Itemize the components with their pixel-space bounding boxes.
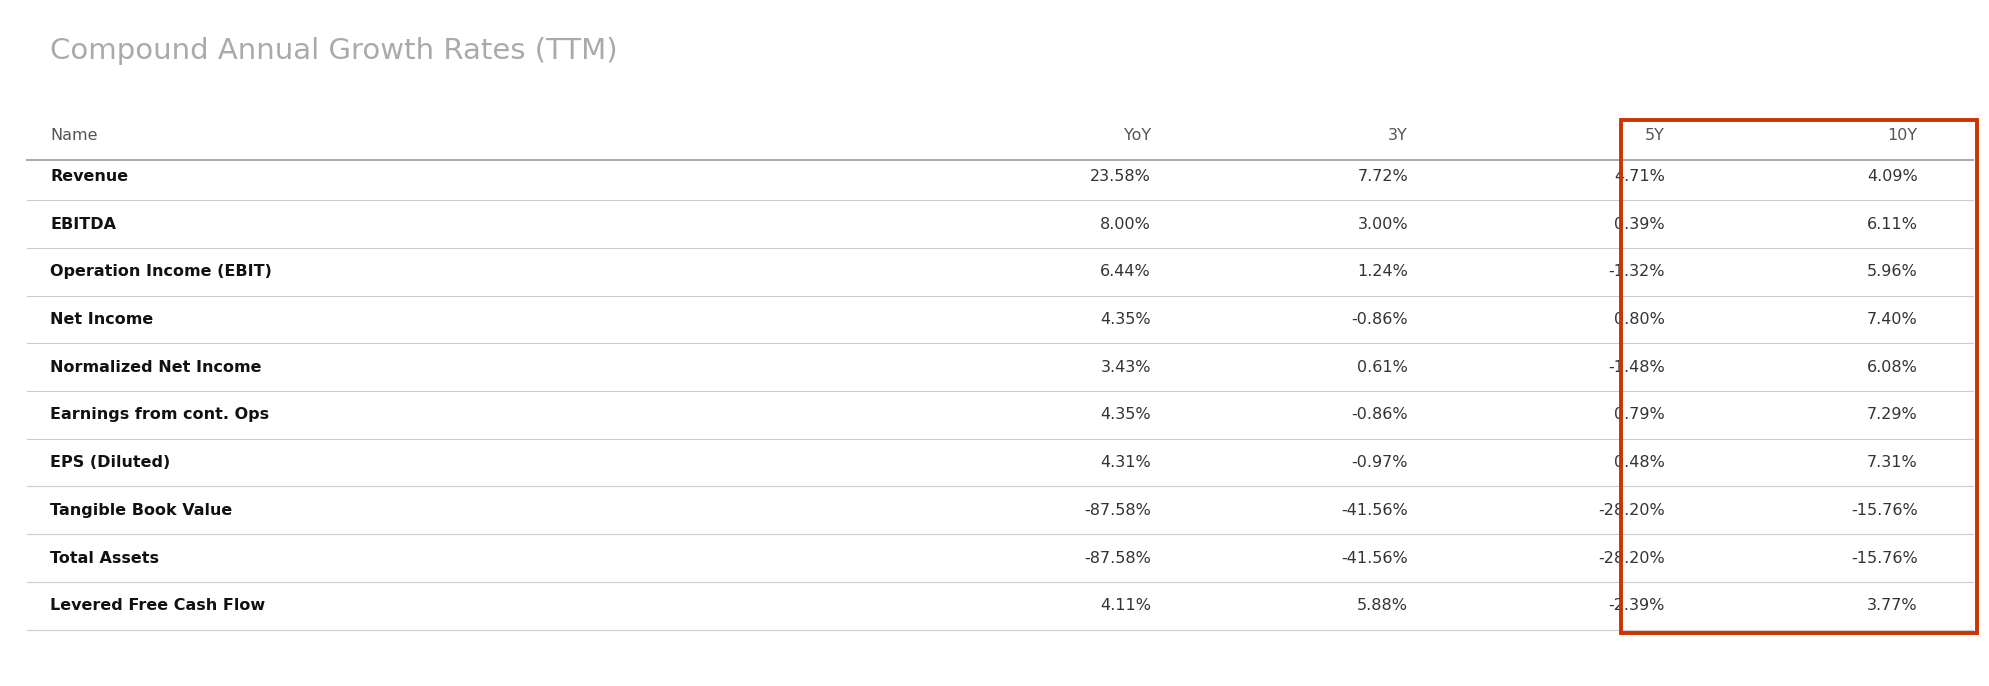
Text: 0.39%: 0.39% [1613, 217, 1665, 232]
Text: -15.76%: -15.76% [1850, 551, 1917, 565]
Text: 5Y: 5Y [1645, 128, 1665, 143]
Text: 6.08%: 6.08% [1866, 359, 1917, 375]
Text: 0.61%: 0.61% [1356, 359, 1408, 375]
Text: Revenue: Revenue [50, 169, 129, 184]
Text: 6.11%: 6.11% [1866, 217, 1917, 232]
Text: 0.79%: 0.79% [1613, 407, 1665, 423]
Text: Net Income: Net Income [50, 312, 153, 327]
Text: -28.20%: -28.20% [1597, 551, 1665, 565]
Text: 4.35%: 4.35% [1100, 312, 1150, 327]
Text: -0.86%: -0.86% [1351, 312, 1408, 327]
Text: YoY: YoY [1124, 128, 1150, 143]
Text: 7.40%: 7.40% [1866, 312, 1917, 327]
Text: 0.80%: 0.80% [1613, 312, 1665, 327]
Text: Total Assets: Total Assets [50, 551, 159, 565]
Text: -28.20%: -28.20% [1597, 503, 1665, 518]
Text: 7.31%: 7.31% [1866, 455, 1917, 470]
Text: 3.43%: 3.43% [1100, 359, 1150, 375]
Text: 10Y: 10Y [1888, 128, 1917, 143]
Text: 8.00%: 8.00% [1100, 217, 1150, 232]
Text: -87.58%: -87.58% [1084, 551, 1150, 565]
Text: -41.56%: -41.56% [1341, 503, 1408, 518]
Text: -0.86%: -0.86% [1351, 407, 1408, 423]
Text: Compound Annual Growth Rates (TTM): Compound Annual Growth Rates (TTM) [50, 37, 619, 65]
Text: -41.56%: -41.56% [1341, 551, 1408, 565]
Text: 23.58%: 23.58% [1090, 169, 1150, 184]
Text: -87.58%: -87.58% [1084, 503, 1150, 518]
Text: Name: Name [50, 128, 97, 143]
Text: -1.32%: -1.32% [1607, 264, 1665, 279]
Text: 7.72%: 7.72% [1356, 169, 1408, 184]
Text: -0.97%: -0.97% [1351, 455, 1408, 470]
Text: -15.76%: -15.76% [1850, 503, 1917, 518]
Text: 3.77%: 3.77% [1866, 598, 1917, 613]
Text: Levered Free Cash Flow: Levered Free Cash Flow [50, 598, 265, 613]
Text: EPS (Diluted): EPS (Diluted) [50, 455, 171, 470]
Text: 7.29%: 7.29% [1866, 407, 1917, 423]
Text: -1.48%: -1.48% [1607, 359, 1665, 375]
Text: Tangible Book Value: Tangible Book Value [50, 503, 233, 518]
Text: -2.39%: -2.39% [1607, 598, 1665, 613]
Text: Earnings from cont. Ops: Earnings from cont. Ops [50, 407, 269, 423]
Text: 3Y: 3Y [1388, 128, 1408, 143]
Text: 4.31%: 4.31% [1100, 455, 1150, 470]
Text: EBITDA: EBITDA [50, 217, 117, 232]
Text: 5.96%: 5.96% [1866, 264, 1917, 279]
Text: 3.00%: 3.00% [1356, 217, 1408, 232]
Text: 4.35%: 4.35% [1100, 407, 1150, 423]
Text: Operation Income (EBIT): Operation Income (EBIT) [50, 264, 272, 279]
Text: 4.71%: 4.71% [1613, 169, 1665, 184]
Text: 4.09%: 4.09% [1866, 169, 1917, 184]
Text: 5.88%: 5.88% [1356, 598, 1408, 613]
Text: 4.11%: 4.11% [1100, 598, 1150, 613]
Text: 1.24%: 1.24% [1356, 264, 1408, 279]
Text: Normalized Net Income: Normalized Net Income [50, 359, 263, 375]
Text: 0.48%: 0.48% [1613, 455, 1665, 470]
Text: 6.44%: 6.44% [1100, 264, 1150, 279]
